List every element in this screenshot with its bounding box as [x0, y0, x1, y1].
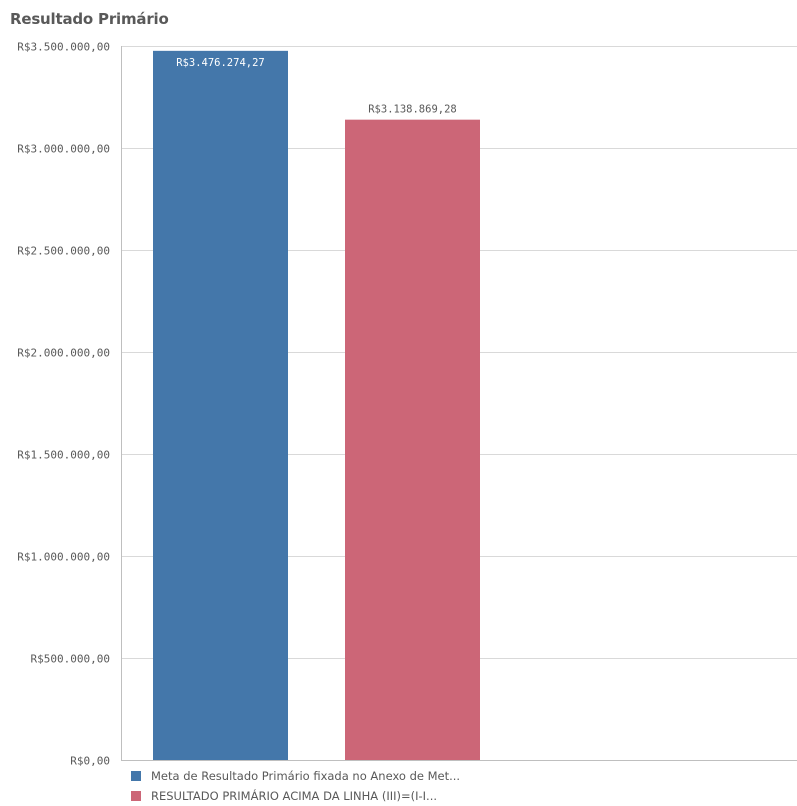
- legend-item-meta[interactable]: Meta de Resultado Primário fixada no Ane…: [131, 766, 460, 786]
- y-tick-label: R$1.500.000,00: [17, 449, 110, 462]
- y-tick-label: R$1.000.000,00: [17, 551, 110, 564]
- bar: [153, 50, 288, 761]
- bar-value-label: R$3.138.869,28: [368, 104, 457, 116]
- bar-value-label: R$3.476.274,27: [176, 57, 265, 69]
- legend: Meta de Resultado Primário fixada no Ane…: [131, 766, 460, 806]
- legend-label-meta: Meta de Resultado Primário fixada no Ane…: [151, 769, 461, 783]
- y-tick-label: R$500.000,00: [31, 653, 110, 666]
- legend-item-resultado[interactable]: RESULTADO PRIMÁRIO ACIMA DA LINHA (III)=…: [131, 786, 460, 806]
- y-tick-label: R$2.000.000,00: [17, 347, 110, 360]
- legend-swatch-resultado: [131, 791, 141, 801]
- y-tick-label: R$3.000.000,00: [17, 143, 110, 156]
- y-tick-label: R$2.500.000,00: [17, 245, 110, 258]
- chart-title: Resultado Primário: [10, 10, 169, 28]
- bar-chart: R$0,00 R$500.000,00 R$1.000.000,00 R$1.500.…: [17, 41, 797, 767]
- legend-swatch-meta: [131, 771, 141, 781]
- legend-label-resultado: RESULTADO PRIMÁRIO ACIMA DA LINHA (III)=…: [151, 789, 438, 803]
- y-tick-label: R$0,00: [70, 755, 110, 767]
- y-tick-label: R$3.500.000,00: [17, 41, 110, 54]
- bar: [345, 119, 480, 761]
